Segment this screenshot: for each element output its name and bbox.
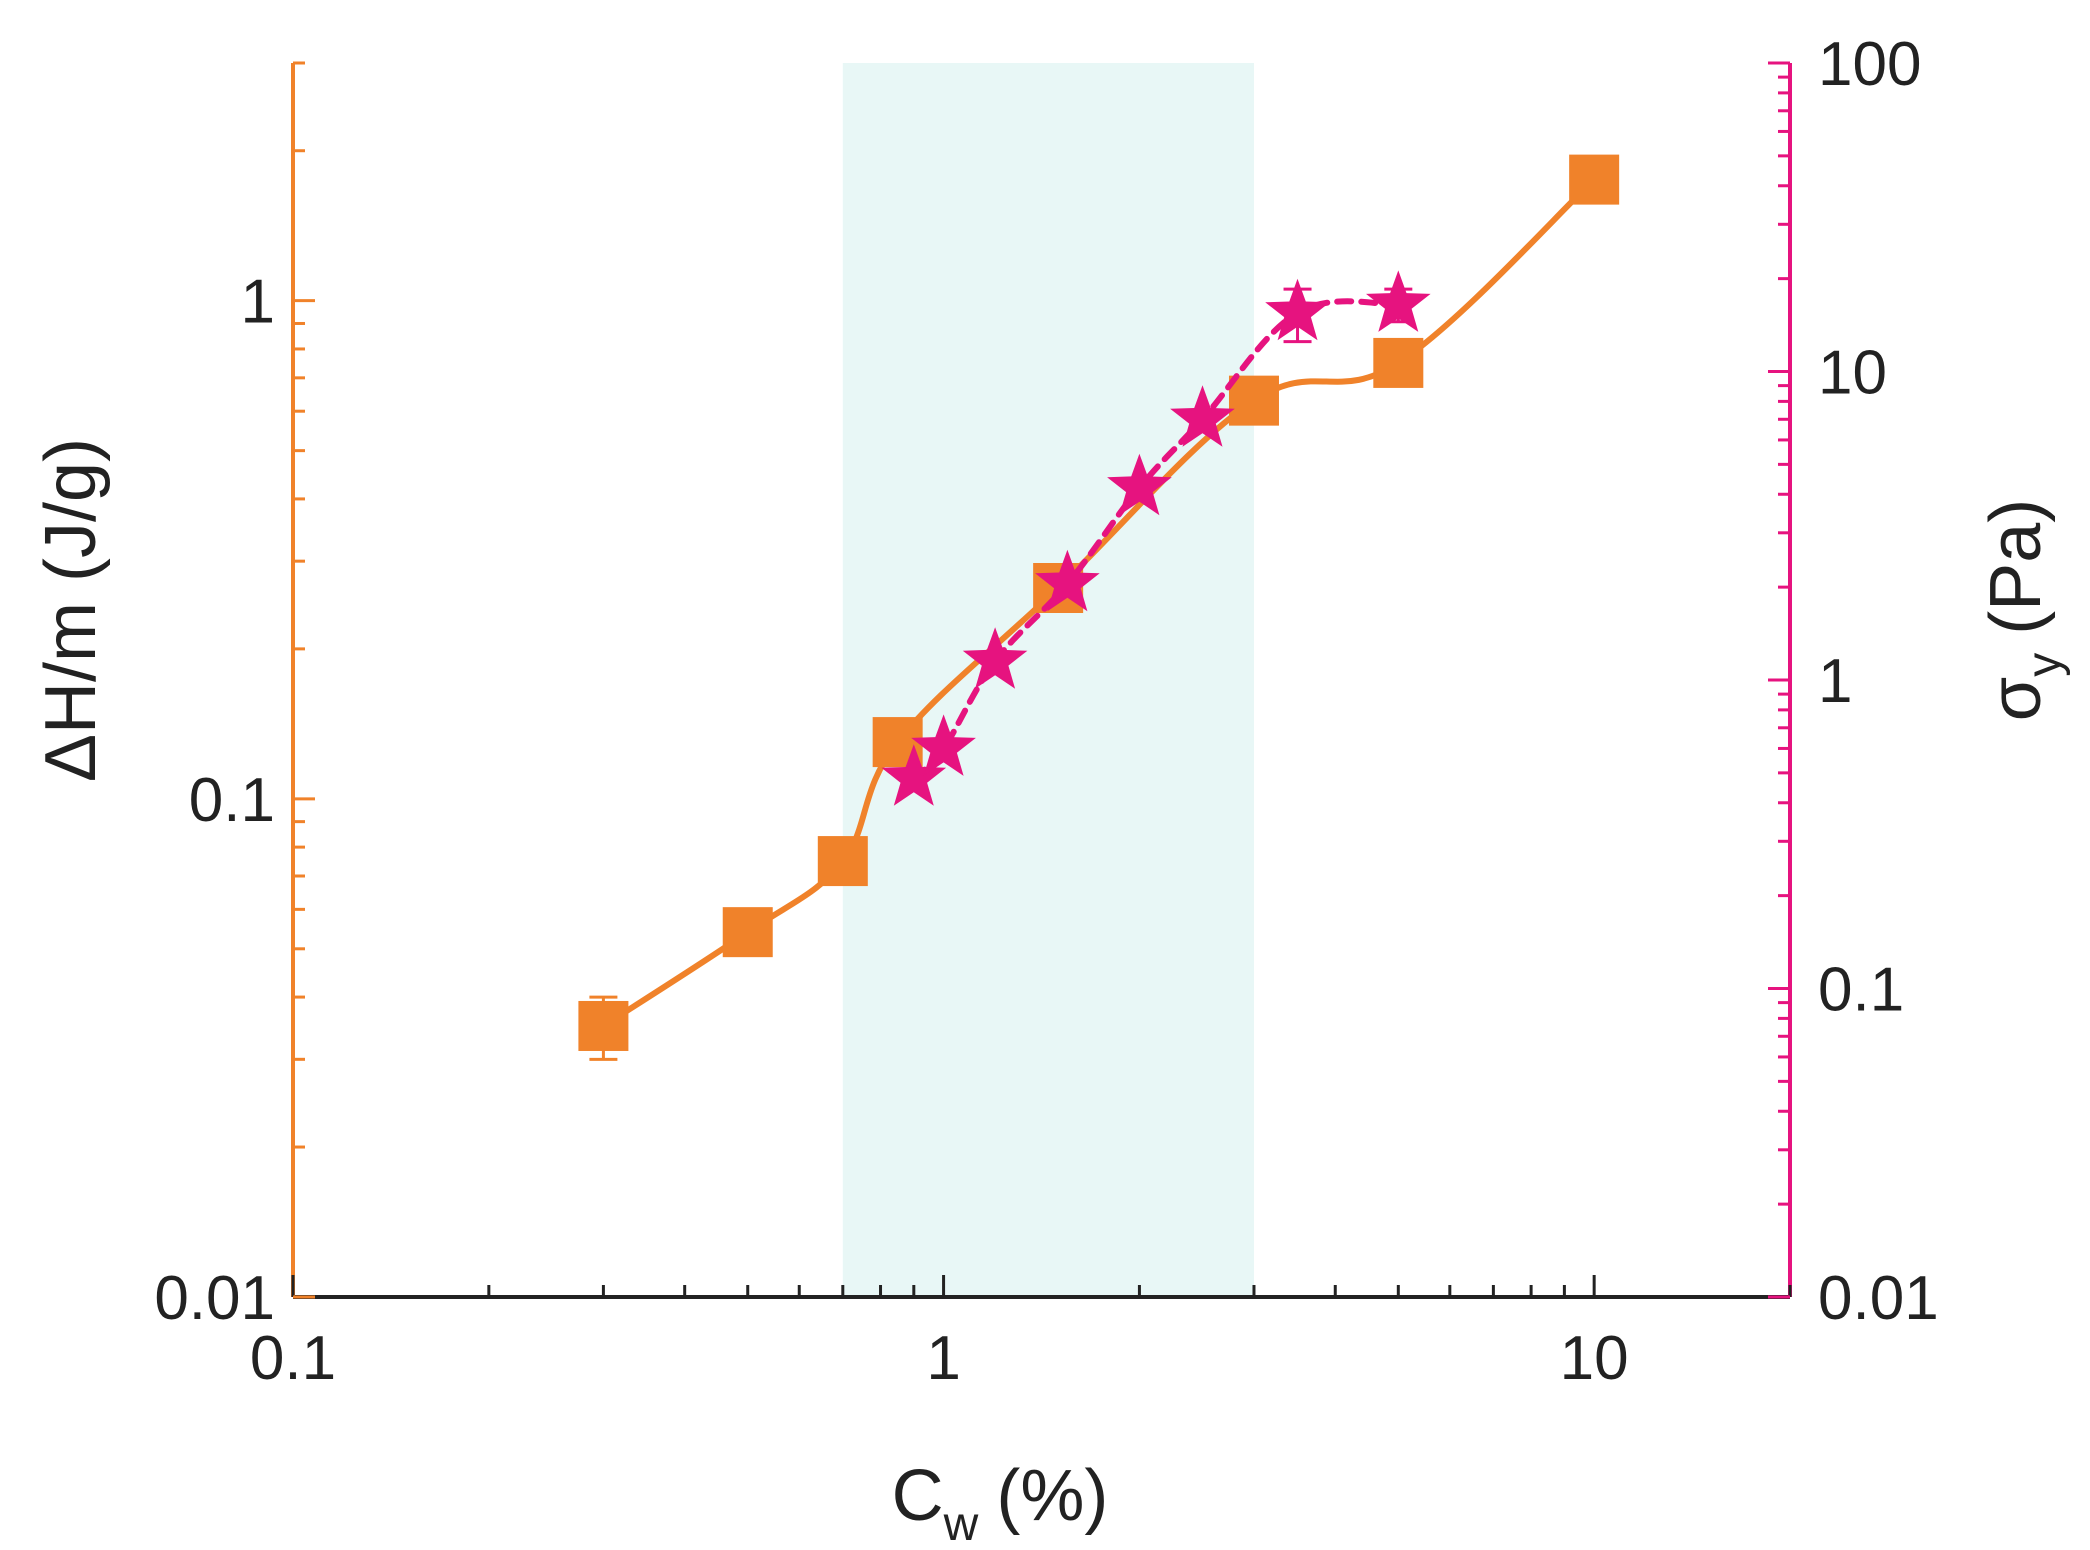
x-tick-label: 1 bbox=[926, 1324, 960, 1393]
y-right-tick-label: 0.1 bbox=[1818, 956, 1904, 1025]
data-point-star bbox=[1107, 453, 1172, 516]
data-point-square bbox=[1373, 337, 1424, 388]
data-point-star bbox=[911, 714, 976, 776]
data-point-star bbox=[1265, 278, 1330, 341]
data-point-square bbox=[817, 836, 868, 887]
y-right-tick-label: 1 bbox=[1818, 647, 1852, 716]
x-axis-title: Cw (%) bbox=[892, 1456, 1109, 1550]
data-point-star bbox=[1035, 549, 1100, 612]
y-left-axis-title: ΔH/m (J/g) bbox=[31, 438, 111, 782]
y-right-axis-title: σy(Pa) bbox=[1976, 499, 2071, 721]
y-left-tick-label: 0.01 bbox=[154, 1264, 275, 1333]
y-left-tick-label: 1 bbox=[241, 268, 275, 337]
data-point-star bbox=[1366, 270, 1431, 332]
data-point-star bbox=[881, 744, 947, 806]
data-point-square bbox=[1569, 154, 1620, 205]
data-point-square bbox=[722, 907, 773, 958]
shaded-region bbox=[842, 63, 1254, 1297]
y-right-tick-label: 0.01 bbox=[1818, 1264, 1939, 1333]
series-layer bbox=[578, 154, 1620, 1061]
y-left-tick-label: 0.1 bbox=[189, 766, 275, 835]
y-right-tick-label: 100 bbox=[1818, 30, 1921, 99]
data-point-star bbox=[962, 627, 1028, 689]
data-point-square bbox=[578, 1000, 629, 1051]
series-2 bbox=[881, 270, 1431, 806]
x-tick-label: 10 bbox=[1560, 1324, 1629, 1393]
data-point-star bbox=[1170, 385, 1235, 447]
data-point-square bbox=[1228, 375, 1279, 426]
x-tick-label: 0.1 bbox=[250, 1324, 336, 1393]
y-right-tick-label: 10 bbox=[1818, 339, 1887, 408]
